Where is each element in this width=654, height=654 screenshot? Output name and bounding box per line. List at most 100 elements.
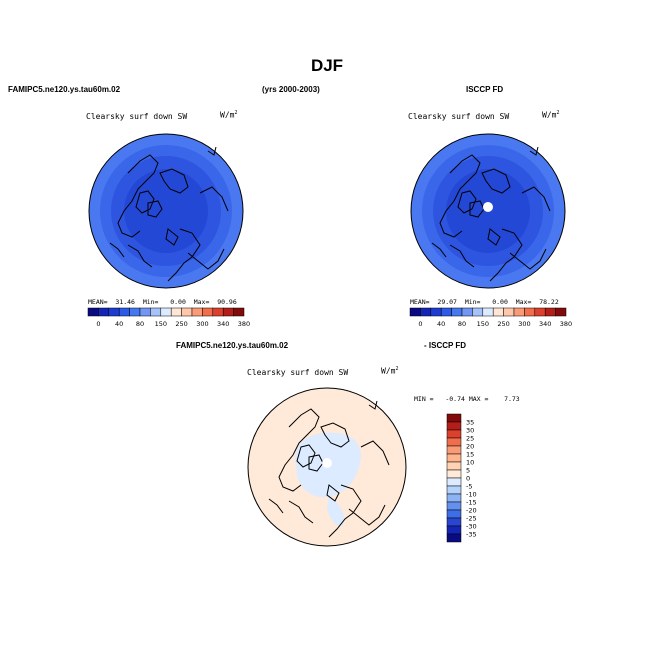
cb2-swatch-5	[461, 307, 473, 317]
panel1-units: W/m2	[220, 110, 238, 120]
left-model-label: FAMIPC5.ne120.ys.tau60m.02	[8, 85, 121, 94]
cb1-label-2: 80	[136, 320, 144, 328]
difference-polar-map	[247, 387, 407, 547]
cb3-label-4: 15	[466, 450, 474, 458]
cb2-swatch-3	[440, 307, 452, 317]
cb2-label-1: 40	[437, 320, 445, 328]
cb3-label-1: 30	[466, 426, 474, 434]
cb3-label-5: 10	[466, 458, 474, 466]
cb1-label-4: 250	[175, 320, 187, 328]
map2-coastlines	[431, 146, 551, 282]
cb1-swatch-1	[98, 307, 110, 317]
cb1-label-1: 40	[115, 320, 123, 328]
cb2-label-7: 380	[560, 320, 572, 328]
diff-model-label: FAMIPC5.ne120.ys.tau60m.02	[176, 341, 289, 350]
panel3-stats: MIN = -0.74 MAX = 7.73	[414, 395, 520, 403]
cb2-swatch-6	[472, 307, 484, 317]
cb2-swatch-11	[524, 307, 536, 317]
cb2-label-3: 150	[477, 320, 489, 328]
cb3-label-8: -5	[466, 482, 472, 490]
cb3-swatch-13	[446, 517, 462, 527]
map3-border	[247, 387, 407, 547]
cb2-label-4: 250	[497, 320, 509, 328]
cb3-label-12: -25	[466, 514, 477, 522]
map1-border	[88, 133, 244, 289]
cb1-swatch-6	[150, 307, 162, 317]
cb1-swatch-14	[233, 307, 245, 317]
cb2-swatch-7	[482, 307, 494, 317]
cb3-label-9: -10	[466, 490, 477, 498]
cb3-swatch-15	[446, 533, 462, 543]
cb1-label-5: 300	[196, 320, 208, 328]
panel3-units: W/m2	[381, 366, 399, 376]
obs-polar-map	[410, 133, 566, 289]
page-title: DJF	[310, 56, 344, 75]
cb1-swatch-9	[181, 307, 193, 317]
cb1-swatch-11	[202, 307, 214, 317]
cb3-label-10: -15	[466, 498, 477, 506]
cb1-label-0: 0	[96, 320, 100, 328]
cb3-swatch-12	[446, 509, 462, 519]
cb3-label-7: 0	[466, 474, 470, 482]
cb3-label-11: -20	[466, 506, 477, 514]
panel2-units: W/m2	[542, 110, 560, 120]
cb1-swatch-0	[87, 307, 99, 317]
cb1-label-3: 150	[155, 320, 167, 328]
cb2-swatch-13	[544, 307, 556, 317]
cb3-swatch-0	[446, 413, 462, 423]
cb3-label-6: 5	[466, 466, 470, 474]
cb3-swatch-3	[446, 437, 462, 447]
map1-coastlines	[109, 146, 229, 282]
cb2-swatch-4	[451, 307, 463, 317]
map3-negative-region-2	[327, 495, 345, 527]
cb3-label-2: 25	[466, 434, 474, 442]
panel3-variable: Clearsky surf down SW	[247, 368, 349, 377]
cb2-swatch-8	[492, 307, 504, 317]
main-colorbar-right: 0 40 80 150 250 300 340 380	[409, 307, 572, 328]
cb1-swatch-7	[160, 307, 172, 317]
panel2-variable: Clearsky surf down SW	[408, 112, 510, 121]
cb3-label-3: 20	[466, 442, 474, 450]
cb2-swatch-12	[534, 307, 546, 317]
years-label: (yrs 2000-2003)	[262, 85, 320, 94]
cb1-swatch-2	[108, 307, 120, 317]
cb2-label-6: 340	[539, 320, 551, 328]
cb2-label-2: 80	[458, 320, 466, 328]
cb3-swatch-8	[446, 477, 462, 487]
cb2-swatch-1	[420, 307, 432, 317]
map3-coastlines	[268, 400, 390, 538]
cb1-label-6: 340	[217, 320, 229, 328]
cb1-label-7: 380	[238, 320, 250, 328]
map2-pole-missing	[483, 202, 493, 212]
cb2-swatch-10	[513, 307, 525, 317]
cb3-label-0: 35	[466, 418, 474, 426]
cb1-swatch-10	[191, 307, 203, 317]
cb3-label-14: -35	[466, 530, 477, 538]
cb3-swatch-9	[446, 485, 462, 495]
cb3-swatch-4	[446, 445, 462, 455]
cb3-swatch-5	[446, 453, 462, 463]
cb2-swatch-0	[409, 307, 421, 317]
cb2-swatch-2	[430, 307, 442, 317]
cb3-swatch-7	[446, 469, 462, 479]
cb2-label-0: 0	[418, 320, 422, 328]
cb2-swatch-9	[503, 307, 515, 317]
map3-pole-missing	[322, 458, 332, 468]
map1-ring-inner	[124, 169, 208, 253]
cb1-swatch-12	[212, 307, 224, 317]
cb3-swatch-14	[446, 525, 462, 535]
map2-border	[410, 133, 566, 289]
main-colorbar-left: 0 40 80 150 250 300 340 380	[87, 307, 250, 328]
cb3-swatch-2	[446, 429, 462, 439]
obs-label: ISCCP FD	[466, 85, 504, 94]
model-polar-map	[88, 133, 244, 289]
cb3-swatch-11	[446, 501, 462, 511]
cb2-label-5: 300	[518, 320, 530, 328]
cb2-swatch-14	[555, 307, 567, 317]
panel1-variable: Clearsky surf down SW	[86, 112, 188, 121]
cb1-swatch-13	[222, 307, 234, 317]
panel1-stats: MEAN= 31.46 Min= 0.00 Max= 90.96	[88, 298, 237, 306]
diff-obs-label: - ISCCP FD	[424, 341, 467, 350]
panel2-stats: MEAN= 29.07 Min= 0.00 Max= 78.22	[410, 298, 559, 306]
